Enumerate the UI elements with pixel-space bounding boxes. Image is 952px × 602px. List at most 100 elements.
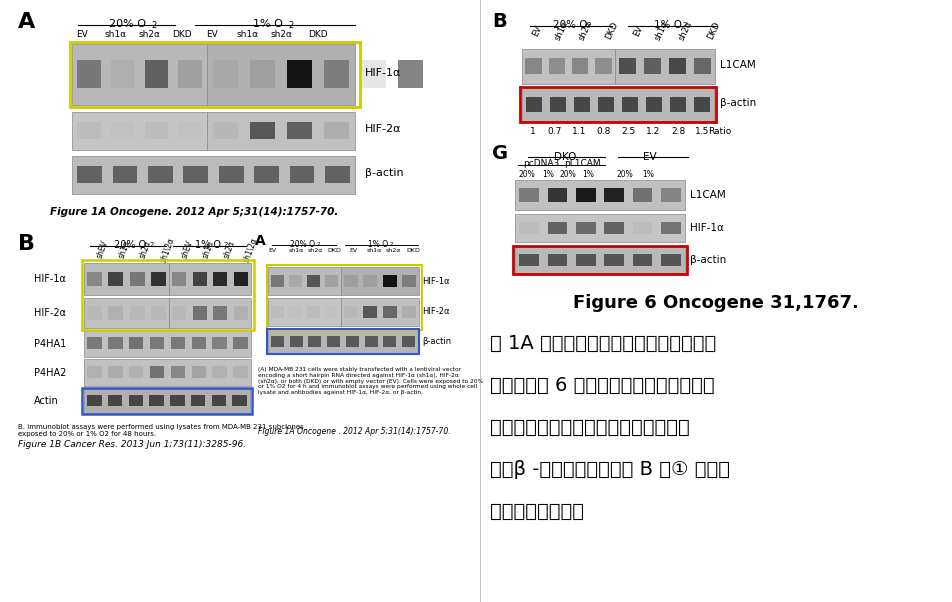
Text: 2: 2 xyxy=(288,21,293,30)
Bar xyxy=(514,180,684,210)
Text: 1.1: 1.1 xyxy=(571,127,585,136)
Bar xyxy=(87,272,102,286)
Text: 20%: 20% xyxy=(616,170,633,179)
Text: sh1\2α: sh1\2α xyxy=(241,236,259,263)
Bar xyxy=(87,306,102,320)
Bar xyxy=(514,214,684,242)
Bar xyxy=(268,330,418,353)
Bar xyxy=(363,306,377,318)
Bar xyxy=(288,275,302,287)
Text: sh2α: sh2α xyxy=(307,248,323,253)
Text: β-actin: β-actin xyxy=(689,255,725,265)
Bar xyxy=(344,275,357,287)
Text: DKD: DKD xyxy=(307,30,327,39)
Bar xyxy=(519,188,539,202)
Text: EV: EV xyxy=(206,30,218,39)
Bar xyxy=(232,396,247,406)
Bar xyxy=(110,60,134,88)
Bar xyxy=(289,166,314,184)
Text: DKD: DKD xyxy=(327,248,341,253)
Text: 1%: 1% xyxy=(642,170,653,179)
Bar xyxy=(249,122,275,139)
Text: 20% O: 20% O xyxy=(552,20,586,30)
Bar xyxy=(383,336,396,347)
Bar xyxy=(84,263,169,295)
Bar xyxy=(84,359,250,386)
Bar xyxy=(547,188,566,202)
Text: 的凝胶都不匹配。: 的凝胶都不匹配。 xyxy=(489,502,584,521)
Bar xyxy=(346,336,359,347)
Text: 2: 2 xyxy=(149,242,154,248)
Text: EV: EV xyxy=(268,248,276,253)
Bar xyxy=(82,260,254,330)
Bar xyxy=(575,222,595,234)
Text: 2.8: 2.8 xyxy=(670,127,684,136)
Bar xyxy=(212,337,227,349)
Bar xyxy=(149,337,164,349)
Text: EV: EV xyxy=(530,24,543,38)
Bar xyxy=(82,388,251,414)
Text: 图 1A 中的凝胶包含两条可能是复制粘贴: 图 1A 中的凝胶包含两条可能是复制粘贴 xyxy=(489,334,716,353)
Text: 2: 2 xyxy=(586,22,591,28)
Bar xyxy=(129,337,144,349)
Bar xyxy=(207,112,355,150)
Bar xyxy=(363,275,377,287)
Bar xyxy=(191,337,206,349)
Bar xyxy=(213,272,228,286)
Text: 0.7: 0.7 xyxy=(547,127,562,136)
Bar xyxy=(693,97,709,112)
Bar xyxy=(402,306,416,318)
Bar xyxy=(145,122,168,139)
Bar xyxy=(172,272,187,286)
Bar xyxy=(254,166,279,184)
Bar xyxy=(693,58,710,74)
Text: 1% O: 1% O xyxy=(653,20,682,30)
Bar xyxy=(112,166,137,184)
Bar xyxy=(169,263,250,295)
Bar xyxy=(341,267,419,295)
Text: sh1α: sh1α xyxy=(201,239,215,260)
Text: β-actin: β-actin xyxy=(720,98,756,108)
Bar xyxy=(397,60,423,88)
Bar xyxy=(170,366,185,379)
Text: EV: EV xyxy=(76,30,88,39)
Text: 的条带。图 6 为完全不相关的实验和样本: 的条带。图 6 为完全不相关的实验和样本 xyxy=(489,376,714,395)
Bar xyxy=(148,166,172,184)
Bar xyxy=(109,272,123,286)
Bar xyxy=(402,336,415,347)
Text: A: A xyxy=(18,12,35,32)
Text: (A) MDA-MB 231 cells were stably transfected with a lentiviral vector
encoding a: (A) MDA-MB 231 cells were stably transfe… xyxy=(258,367,483,395)
Text: Ratio: Ratio xyxy=(707,127,731,136)
Text: 2: 2 xyxy=(224,242,228,248)
Bar xyxy=(522,88,713,121)
Bar xyxy=(211,396,226,406)
Text: 2.5: 2.5 xyxy=(620,127,634,136)
Text: sh2α: sh2α xyxy=(577,20,594,42)
Bar xyxy=(267,265,422,330)
Bar xyxy=(109,306,123,320)
Bar xyxy=(183,166,208,184)
Bar xyxy=(233,337,248,349)
Bar xyxy=(129,396,143,406)
Bar xyxy=(84,330,250,357)
Text: B: B xyxy=(491,12,506,31)
Bar xyxy=(307,306,320,318)
Text: B. immunoblot assays were performed using lysates from MDA-MB 231 subclones
expo: B. immunoblot assays were performed usin… xyxy=(18,424,304,437)
Bar xyxy=(575,188,595,202)
Bar xyxy=(84,389,249,413)
Bar xyxy=(548,58,565,74)
Bar xyxy=(178,122,202,139)
Bar xyxy=(324,122,349,139)
Text: Figure 1A Oncogene . 2012 Apr 5;31(14):1757-70.: Figure 1A Oncogene . 2012 Apr 5;31(14):1… xyxy=(258,427,450,436)
Bar xyxy=(573,97,590,112)
Text: sh1α: sh1α xyxy=(117,239,131,260)
Bar xyxy=(326,306,338,318)
Bar xyxy=(233,272,248,286)
Text: P4HA1: P4HA1 xyxy=(34,339,67,349)
Bar xyxy=(326,275,338,287)
Bar xyxy=(287,60,312,88)
Text: EV: EV xyxy=(348,248,357,253)
Bar xyxy=(108,396,122,406)
Bar xyxy=(145,60,168,88)
Bar xyxy=(212,60,238,88)
